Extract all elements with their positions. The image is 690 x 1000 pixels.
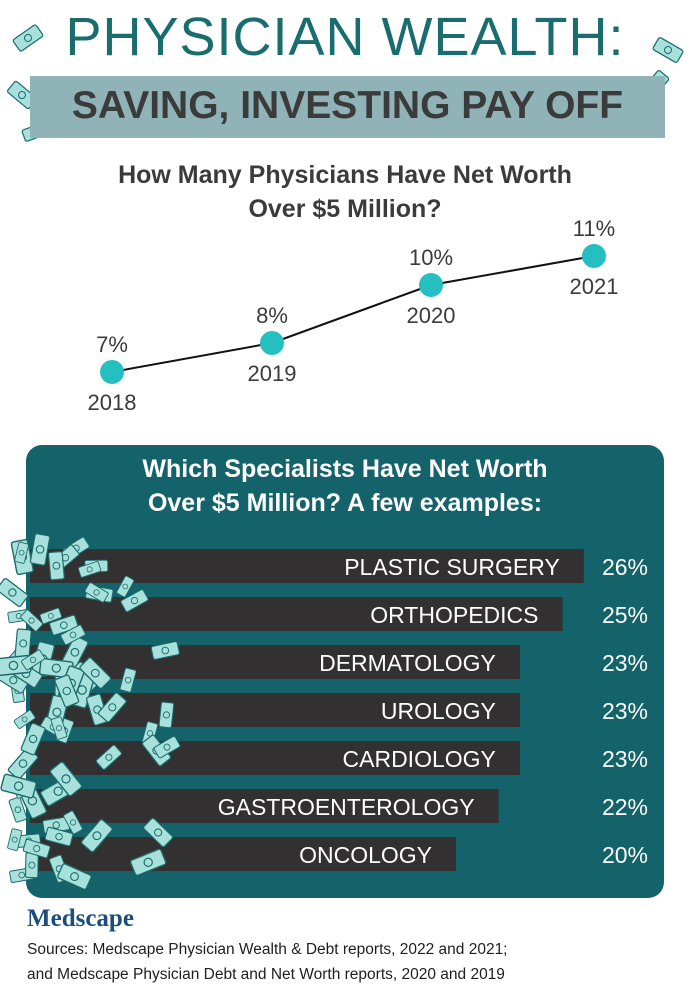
x-tick-label: 2019 (248, 361, 297, 386)
money-bill-icon (49, 614, 79, 636)
money-bill-icon (60, 624, 86, 646)
money-bill-icon (79, 657, 112, 690)
money-bill-icon (652, 37, 684, 63)
medscape-logo: Medscape (27, 905, 134, 932)
money-bill-icon (25, 852, 39, 879)
money-bill-icon (47, 551, 65, 581)
bar-chart-title-line-2: Over $5 Million? A few examples: (147, 489, 543, 517)
money-bill-icon (12, 24, 44, 52)
money-bill-icon (20, 609, 43, 632)
line-points: 7% 2018 8% 2019 10% 2020 11% 2021 (88, 216, 619, 415)
money-bill-icon (14, 541, 29, 564)
money-bill-icon (119, 667, 137, 693)
bar-category-label: ONCOLOGY (299, 842, 432, 868)
page-title: PHYSICIAN WEALTH: (65, 7, 625, 67)
line-point (582, 244, 606, 268)
money-bill-icon (143, 817, 174, 848)
page-subtitle: SAVING, INVESTING PAY OFF (71, 84, 624, 127)
line-chart-title-line-1: How Many Physicians Have Net Worth (118, 161, 572, 189)
money-bill-icon (20, 649, 46, 671)
money-bill-icon (44, 826, 74, 847)
point-value-label: 7% (96, 332, 128, 357)
sources-line-2: and Medscape Physician Debt and Net Wort… (27, 966, 505, 983)
bar-chart-title-line-1: Which Specialists Have Net Worth (142, 455, 548, 483)
bar-value-label: 20% (602, 842, 648, 868)
bar (30, 597, 563, 631)
bar-value-label: 22% (602, 794, 648, 820)
bar-category-label: UROLOGY (381, 698, 496, 724)
money-bill-icon (129, 848, 167, 877)
money-bill-icon (22, 838, 51, 859)
bar-value-label: 26% (602, 554, 648, 580)
bar-category-label: PLASTIC SURGERY (344, 554, 560, 580)
money-bill-icon (54, 674, 80, 708)
bar-value-label: 23% (602, 746, 648, 772)
point-value-label: 10% (409, 245, 453, 270)
money-bill-icon (116, 575, 135, 598)
money-bill-icon (95, 744, 122, 770)
bar-value-label: 23% (602, 650, 648, 676)
bar (30, 645, 520, 679)
subtitle-band (30, 76, 665, 138)
money-bill-icon (150, 641, 180, 660)
line-point (100, 360, 124, 384)
money-bill-icon (158, 701, 175, 729)
money-bill-icon (50, 716, 68, 740)
x-tick-label: 2020 (407, 303, 456, 328)
bar (30, 789, 499, 823)
point-value-label: 8% (256, 303, 288, 328)
money-bill-icon (97, 692, 127, 723)
money-bill-icon (0, 577, 29, 608)
sources-line-1: Sources: Medscape Physician Wealth & Deb… (27, 941, 508, 958)
line-series (111, 255, 595, 373)
money-bill-icon (57, 863, 92, 890)
x-tick-label: 2018 (88, 390, 137, 415)
bar-chart-title: Which Specialists Have Net Worth Over $5… (26, 452, 664, 520)
money-bill-icon (20, 722, 46, 756)
bar-value-label: 23% (602, 698, 648, 724)
money-bill-icon (7, 828, 23, 851)
bar (30, 549, 584, 583)
money-bill-icon (63, 810, 83, 835)
bar-category-label: DERMATOLOGY (319, 650, 496, 676)
money-bill-icon (80, 818, 113, 853)
x-tick-label: 2021 (570, 274, 619, 299)
money-bill-icon (29, 533, 51, 566)
money-bill-icon (120, 588, 149, 613)
bar-category-label: CARDIOLOGY (343, 746, 496, 772)
money-bill-icon (153, 735, 181, 759)
net-worth-line-chart: How Many Physicians Have Net Worth Over … (88, 161, 619, 415)
bar-category-label: ORTHOPEDICS (370, 602, 538, 628)
bar-value-label: 25% (602, 602, 648, 628)
sources-text: Sources: Medscape Physician Wealth & Deb… (27, 937, 677, 987)
bar-category-label: GASTROENTEROLOGY (218, 794, 475, 820)
money-bill-icon (84, 582, 109, 603)
line-point (260, 331, 284, 355)
money-bill-icon (0, 773, 37, 799)
money-pile-decoration (0, 533, 181, 890)
point-value-label: 11% (573, 216, 615, 241)
money-bill-icon (8, 796, 28, 823)
line-chart-title-line-2: Over $5 Million? (248, 195, 441, 223)
line-point (419, 273, 443, 297)
money-bill-icon (13, 709, 36, 729)
money-bill-icon (39, 607, 63, 625)
money-bill-icon (77, 561, 102, 578)
bars: PLASTIC SURGERY 26% ORTHOPEDICS 25% DERMATOL… (30, 549, 648, 871)
money-bill-icon (14, 628, 32, 659)
money-bill-icon (49, 761, 83, 797)
